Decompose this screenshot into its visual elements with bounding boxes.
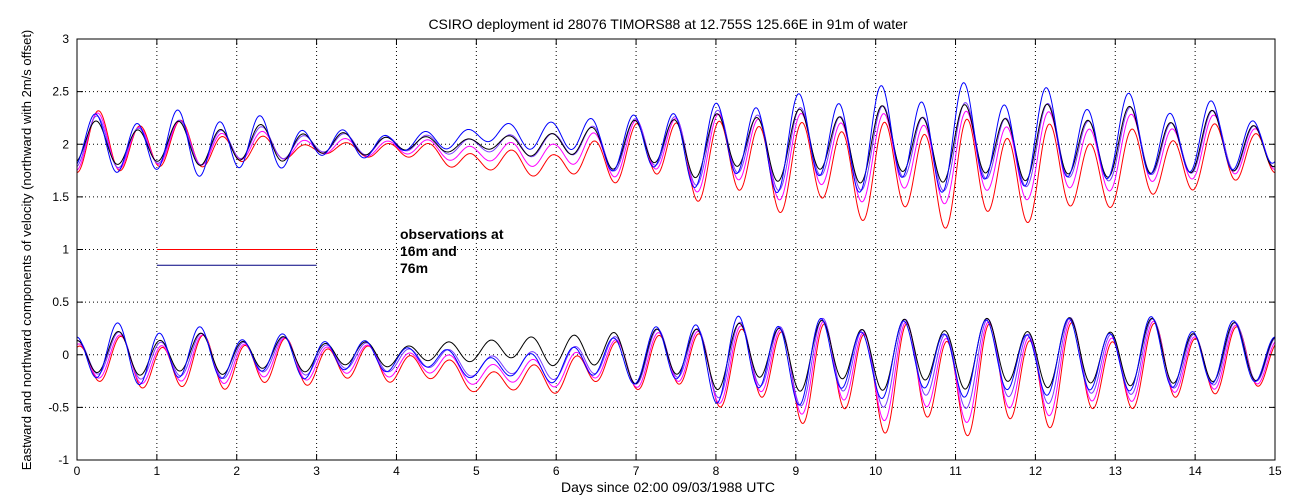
x-tick-label: 0	[74, 464, 81, 478]
x-tick-label: 5	[473, 464, 480, 478]
annotation-line-3: 76m	[400, 260, 428, 276]
y-tick-label: 1	[62, 243, 69, 257]
series-line	[76, 315, 1276, 406]
x-tick-label: 8	[713, 464, 720, 478]
x-tick-label: 9	[792, 464, 799, 478]
series-line	[76, 103, 1276, 184]
x-tick-label: 4	[393, 464, 400, 478]
x-tick-label: 3	[313, 464, 320, 478]
x-tick-label: 2	[233, 464, 240, 478]
series-line	[77, 317, 1276, 392]
y-tick-label: -0.5	[48, 400, 69, 414]
y-tick-label: 2.5	[52, 85, 69, 99]
series-lines	[76, 82, 1276, 437]
x-tick-label: 14	[1188, 464, 1202, 478]
x-axis-title: Days since 02:00 09/03/1988 UTC	[561, 479, 775, 495]
x-tick-label: 13	[1109, 464, 1123, 478]
x-tick-label: 10	[869, 464, 883, 478]
x-tick-label: 7	[633, 464, 640, 478]
y-tick-label: 1.5	[52, 190, 69, 204]
chart-title: CSIRO deployment id 28076 TIMORS88 at 12…	[428, 16, 907, 32]
y-tick-label: 0	[62, 348, 69, 362]
y-axis-title: Eastward and northward components of vel…	[19, 30, 34, 471]
y-tick-label: 3	[62, 32, 69, 46]
x-tick-label: 11	[949, 464, 962, 478]
y-tick-label: 2	[62, 137, 69, 151]
x-tick-label: 1	[154, 464, 161, 478]
annotation: observations at 16m and 76m	[400, 226, 504, 276]
y-tick-label: -1	[58, 453, 69, 467]
y-tick-label: 0.5	[52, 295, 69, 309]
x-tick-label: 6	[553, 464, 560, 478]
annotation-line-2: 16m and	[400, 243, 457, 259]
x-tick-label: 15	[1268, 464, 1282, 478]
axis-ticks: 0 1 2 3 4 5 6 7 8 9 10 11 12 13 14 15-1-0.500.511.522.5…	[48, 32, 1282, 478]
legend-lines	[156, 249, 317, 266]
annotation-line-1: observations at	[400, 226, 504, 242]
series-line	[76, 82, 1276, 193]
x-tick-label: 12	[1029, 464, 1043, 478]
